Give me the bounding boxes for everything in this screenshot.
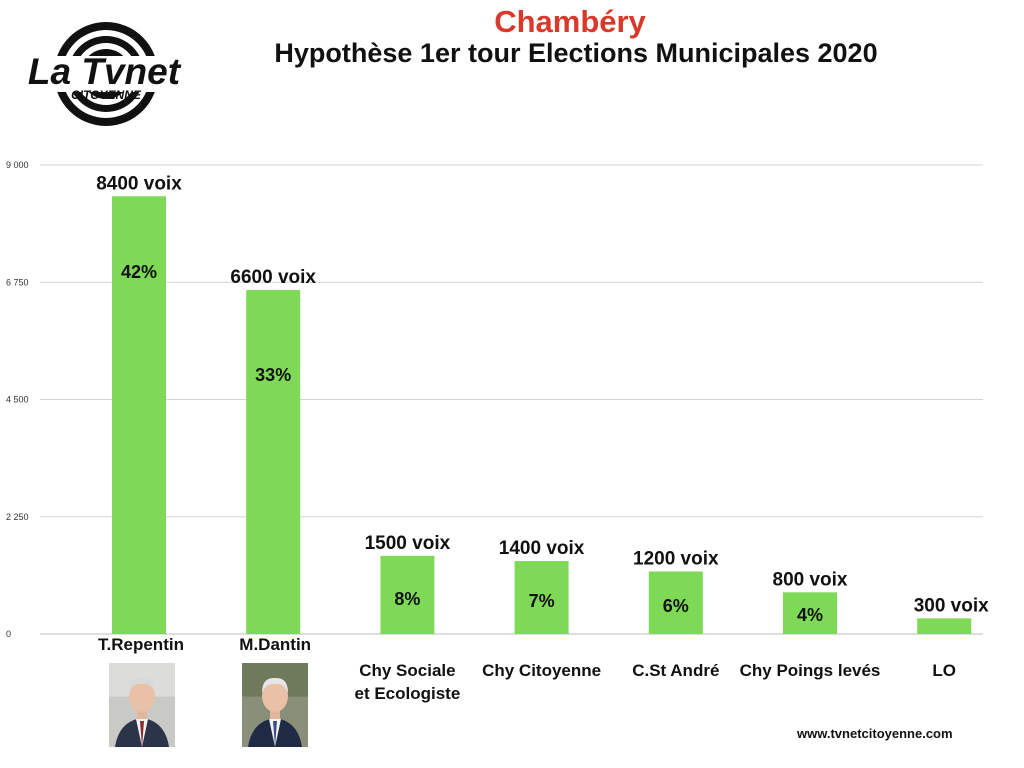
category-label: C.St André [632,661,719,680]
bar-value-label: 300 voix [914,595,989,616]
y-tick-label: 4 500 [6,395,29,405]
bar-percent-label: 6% [663,596,689,616]
bar-percent-label: 42% [121,262,157,282]
website-url: www.tvnetcitoyenne.com [797,726,953,741]
candidate-portrait [109,663,175,747]
category-label: Chy Poings levés [740,661,881,680]
category-label: Chy Sociale [359,661,455,680]
bar-value-label: 1500 voix [365,533,451,554]
city-title: Chambéry [494,4,646,39]
y-tick-label: 9 000 [6,160,29,170]
candidate-portrait [242,663,308,747]
bar-percent-label: 8% [394,589,420,609]
logo-sub-text: CITOYENNE [71,88,142,102]
category-label: Chy Citoyenne [482,661,601,680]
bar-percent-label: 7% [529,591,555,611]
bar [917,618,972,634]
bar [783,592,837,634]
category-label: M.Dantin [239,635,311,654]
y-tick-label: 2 250 [6,512,29,522]
bar-percent-label: 4% [797,605,823,625]
logo-rings [20,22,190,126]
bar [514,561,569,634]
bar [648,571,703,634]
bar [380,555,435,634]
la-tvnet-logo: La Tvnet CITOYENNE [20,22,190,126]
bar-value-label: 1200 voix [633,548,719,569]
bar-value-label: 1400 voix [499,538,585,559]
bar-value-label: 800 voix [773,569,848,590]
bar-value-label: 6600 voix [230,267,316,288]
bar-percent-label: 33% [255,365,291,385]
chart-title: Hypothèse 1er tour Elections Municipales… [274,38,878,68]
category-label: et Ecologiste [354,684,460,703]
category-label: LO [932,661,956,680]
category-label: T.Repentin [98,635,184,654]
y-tick-label: 6 750 [6,277,29,287]
logo-main-text: La Tvnet [28,51,182,92]
bar-value-label: 8400 voix [96,173,182,194]
bar [246,290,301,634]
y-tick-label: 0 [6,629,11,639]
bar [112,196,166,634]
